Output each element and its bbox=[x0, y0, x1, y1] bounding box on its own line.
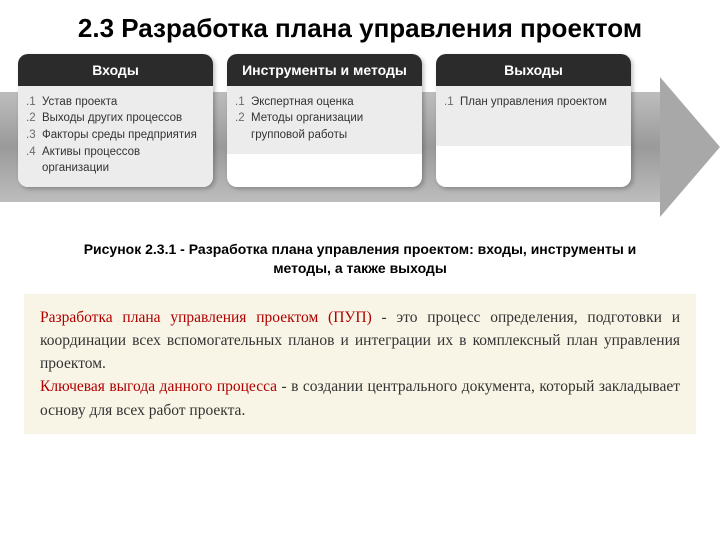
list-item: .2Выходы других процессов bbox=[26, 110, 205, 127]
item-text: Экспертная оценка bbox=[251, 94, 354, 111]
item-text: Методы организации групповой работы bbox=[251, 110, 414, 143]
list-item: .4Активы процессов организации bbox=[26, 144, 205, 177]
diagram-boxes: Входы .1Устав проекта .2Выходы других пр… bbox=[18, 54, 631, 187]
box-tools: Инструменты и методы .1Экспертная оценка… bbox=[227, 54, 422, 187]
process-diagram: Входы .1Устав проекта .2Выходы других пр… bbox=[0, 54, 720, 234]
list-item: .2Методы организации групповой работы bbox=[235, 110, 414, 143]
paragraph-2: Ключевая выгода данного процесса - в соз… bbox=[40, 375, 680, 422]
box-body-tools: .1Экспертная оценка .2Методы организации… bbox=[227, 86, 422, 154]
box-header-tools: Инструменты и методы bbox=[227, 54, 422, 86]
caption-prefix: Рисунок 2.3.1 - bbox=[84, 241, 189, 257]
box-body-outputs: .1План управления проектом bbox=[436, 86, 631, 146]
definition-block: Разработка плана управления проектом (ПУ… bbox=[24, 294, 696, 434]
list-item: .1Устав проекта bbox=[26, 94, 205, 111]
item-num: .2 bbox=[235, 110, 247, 143]
box-header-inputs: Входы bbox=[18, 54, 213, 86]
figure-caption: Рисунок 2.3.1 - Разработка плана управле… bbox=[0, 234, 720, 288]
item-num: .3 bbox=[26, 127, 38, 144]
box-body-inputs: .1Устав проекта .2Выходы других процессо… bbox=[18, 86, 213, 187]
list-item: .3Факторы среды предприятия bbox=[26, 127, 205, 144]
caption-text: Разработка плана управления проектом: вх… bbox=[189, 241, 637, 276]
item-num: .1 bbox=[26, 94, 38, 111]
item-num: .1 bbox=[444, 94, 456, 111]
item-num: .1 bbox=[235, 94, 247, 111]
item-num: .2 bbox=[26, 110, 38, 127]
paragraph-1: Разработка плана управления проектом (ПУ… bbox=[40, 306, 680, 376]
arrow-head bbox=[660, 77, 720, 217]
highlight-text: Разработка плана управления проектом (ПУ… bbox=[40, 309, 372, 326]
item-text: Выходы других процессов bbox=[42, 110, 182, 127]
section-title: 2.3 Разработка плана управления проектом bbox=[0, 0, 720, 54]
item-text: Устав проекта bbox=[42, 94, 117, 111]
item-text: План управления проектом bbox=[460, 94, 607, 111]
item-num: .4 bbox=[26, 144, 38, 177]
item-text: Факторы среды предприятия bbox=[42, 127, 197, 144]
box-inputs: Входы .1Устав проекта .2Выходы других пр… bbox=[18, 54, 213, 187]
list-item: .1План управления проектом bbox=[444, 94, 623, 111]
item-text: Активы процессов организации bbox=[42, 144, 205, 177]
box-outputs: Выходы .1План управления проектом bbox=[436, 54, 631, 187]
list-item: .1Экспертная оценка bbox=[235, 94, 414, 111]
box-header-outputs: Выходы bbox=[436, 54, 631, 86]
highlight-text: Ключевая выгода данного процесса bbox=[40, 378, 277, 395]
